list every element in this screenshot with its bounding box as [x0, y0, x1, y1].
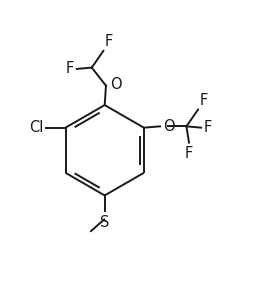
Text: O: O [163, 119, 175, 134]
Text: F: F [199, 93, 207, 108]
Text: F: F [185, 146, 193, 161]
Text: F: F [204, 120, 212, 135]
Text: F: F [105, 34, 113, 49]
Text: F: F [66, 61, 74, 76]
Text: O: O [111, 77, 122, 92]
Text: S: S [100, 215, 109, 230]
Text: Cl: Cl [29, 120, 44, 135]
